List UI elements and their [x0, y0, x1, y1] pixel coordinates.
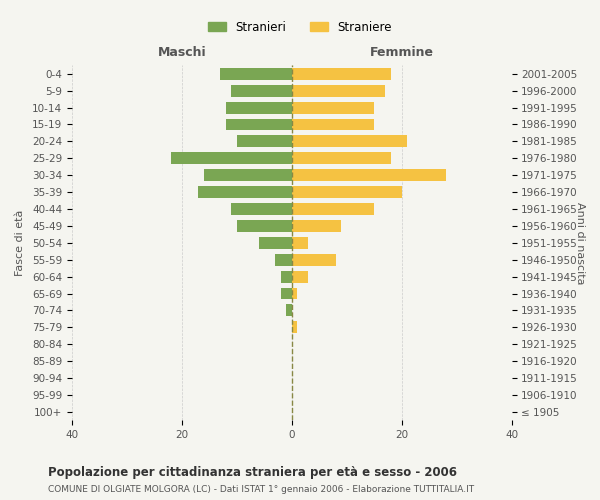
Bar: [292, 118, 374, 130]
Bar: [259, 237, 292, 248]
Bar: [292, 170, 446, 181]
Bar: [281, 270, 292, 282]
Bar: [292, 102, 374, 114]
Bar: [237, 220, 292, 232]
Bar: [204, 170, 292, 181]
Bar: [292, 322, 297, 333]
Bar: [275, 254, 292, 266]
Bar: [231, 85, 292, 96]
Y-axis label: Anni di nascita: Anni di nascita: [575, 202, 585, 284]
Bar: [231, 203, 292, 215]
Bar: [292, 220, 341, 232]
Bar: [292, 152, 391, 164]
Text: Popolazione per cittadinanza straniera per età e sesso - 2006: Popolazione per cittadinanza straniera p…: [48, 466, 457, 479]
Bar: [292, 186, 401, 198]
Bar: [292, 68, 391, 80]
Legend: Stranieri, Straniere: Stranieri, Straniere: [203, 16, 397, 38]
Bar: [292, 203, 374, 215]
Bar: [292, 288, 297, 300]
Text: COMUNE DI OLGIATE MOLGORA (LC) - Dati ISTAT 1° gennaio 2006 - Elaborazione TUTTI: COMUNE DI OLGIATE MOLGORA (LC) - Dati IS…: [48, 485, 474, 494]
Bar: [292, 254, 336, 266]
Bar: [226, 102, 292, 114]
Bar: [220, 68, 292, 80]
Bar: [281, 288, 292, 300]
Bar: [237, 136, 292, 147]
Bar: [226, 118, 292, 130]
Bar: [292, 136, 407, 147]
Bar: [292, 270, 308, 282]
Y-axis label: Fasce di età: Fasce di età: [15, 210, 25, 276]
Bar: [286, 304, 292, 316]
Bar: [199, 186, 292, 198]
Bar: [292, 85, 385, 96]
Text: Maschi: Maschi: [158, 46, 206, 59]
Bar: [171, 152, 292, 164]
Text: Femmine: Femmine: [370, 46, 434, 59]
Bar: [292, 237, 308, 248]
